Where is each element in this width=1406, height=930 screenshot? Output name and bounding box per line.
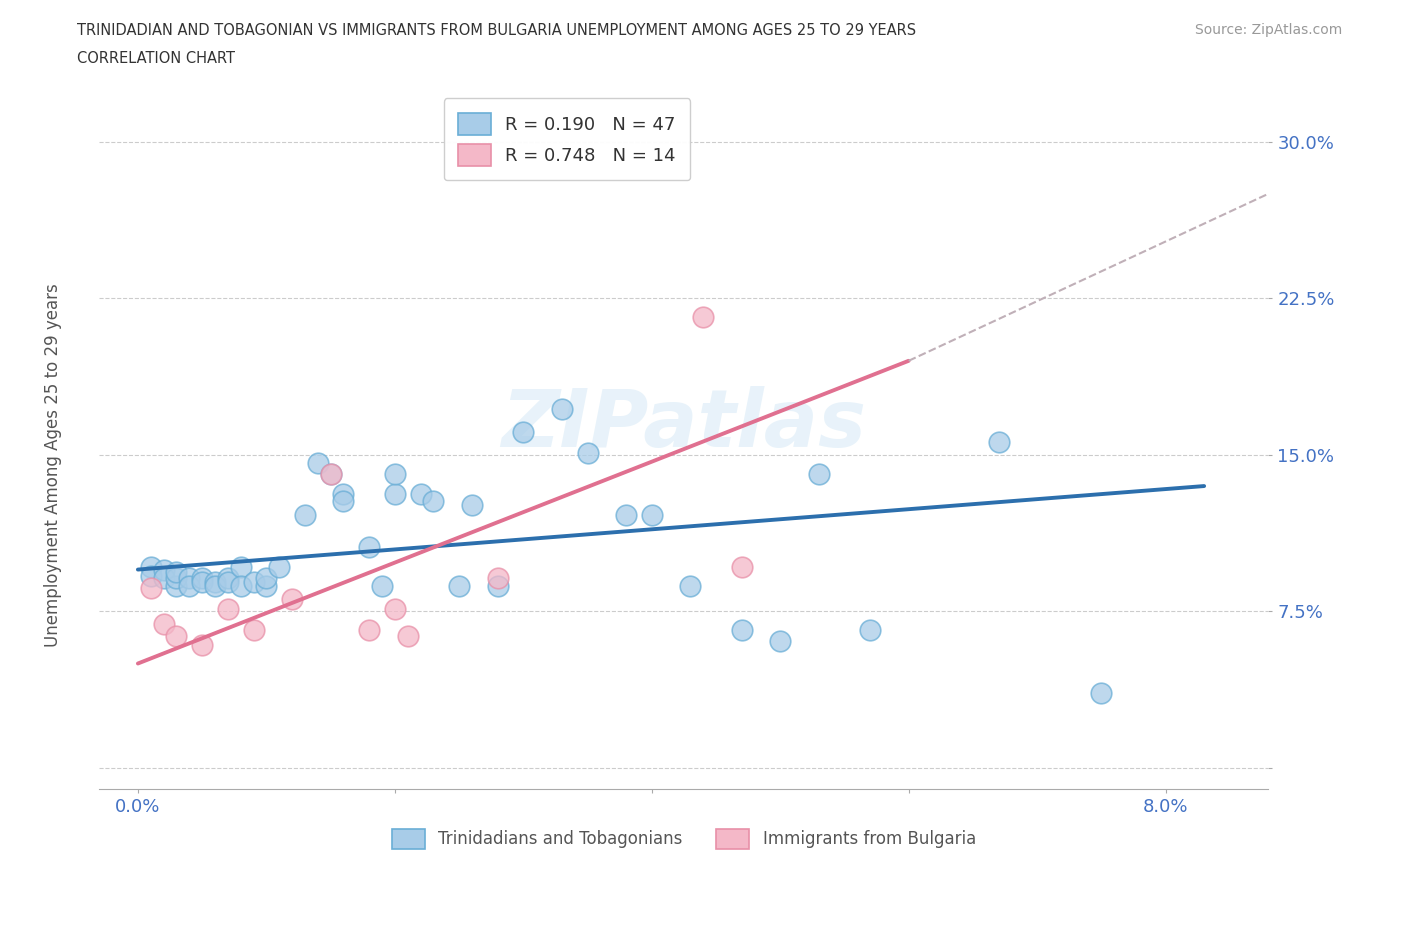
Point	[229, 578, 252, 593]
Point	[204, 578, 226, 593]
Point	[359, 623, 381, 638]
Point	[859, 623, 882, 638]
Point	[179, 570, 201, 585]
Point	[139, 568, 162, 583]
Point	[307, 456, 329, 471]
Point	[269, 560, 291, 575]
Point	[679, 578, 702, 593]
Point	[165, 565, 187, 579]
Point	[332, 487, 354, 502]
Point	[332, 493, 354, 508]
Point	[179, 578, 201, 593]
Point	[371, 578, 394, 593]
Point	[396, 629, 419, 644]
Point	[165, 570, 187, 585]
Text: ZIPatlas: ZIPatlas	[502, 386, 866, 464]
Point	[165, 578, 187, 593]
Point	[165, 629, 187, 644]
Point	[217, 602, 239, 617]
Point	[281, 591, 304, 606]
Point	[987, 434, 1010, 449]
Point	[254, 578, 277, 593]
Point	[461, 498, 484, 512]
Text: CORRELATION CHART: CORRELATION CHART	[77, 51, 235, 66]
Point	[294, 508, 316, 523]
Point	[242, 575, 264, 590]
Point	[384, 602, 406, 617]
Point	[139, 560, 162, 575]
Point	[217, 575, 239, 590]
Point	[486, 578, 509, 593]
Point	[551, 402, 574, 417]
Point	[152, 617, 174, 631]
Point	[692, 310, 714, 325]
Point	[486, 570, 509, 585]
Point	[152, 570, 174, 585]
Point	[319, 466, 342, 481]
Point	[319, 466, 342, 481]
Text: TRINIDADIAN AND TOBAGONIAN VS IMMIGRANTS FROM BULGARIA UNEMPLOYMENT AMONG AGES 2: TRINIDADIAN AND TOBAGONIAN VS IMMIGRANTS…	[77, 23, 917, 38]
Point	[422, 493, 444, 508]
Point	[409, 487, 432, 502]
Point	[576, 445, 599, 460]
Point	[359, 539, 381, 554]
Point	[641, 508, 664, 523]
Point	[512, 424, 534, 439]
Point	[807, 466, 830, 481]
Point	[242, 623, 264, 638]
Text: Unemployment Among Ages 25 to 29 years: Unemployment Among Ages 25 to 29 years	[45, 283, 62, 647]
Text: Source: ZipAtlas.com: Source: ZipAtlas.com	[1195, 23, 1343, 37]
Point	[769, 633, 792, 648]
Point	[191, 575, 214, 590]
Point	[731, 623, 754, 638]
Point	[731, 560, 754, 575]
Point	[139, 581, 162, 596]
Point	[191, 570, 214, 585]
Point	[614, 508, 637, 523]
Point	[191, 637, 214, 652]
Point	[254, 570, 277, 585]
Point	[217, 570, 239, 585]
Point	[384, 466, 406, 481]
Point	[204, 575, 226, 590]
Point	[1090, 685, 1112, 700]
Point	[384, 487, 406, 502]
Point	[229, 560, 252, 575]
Legend: Trinidadians and Tobagonians, Immigrants from Bulgaria: Trinidadians and Tobagonians, Immigrants…	[384, 820, 984, 857]
Point	[447, 578, 470, 593]
Point	[152, 562, 174, 577]
